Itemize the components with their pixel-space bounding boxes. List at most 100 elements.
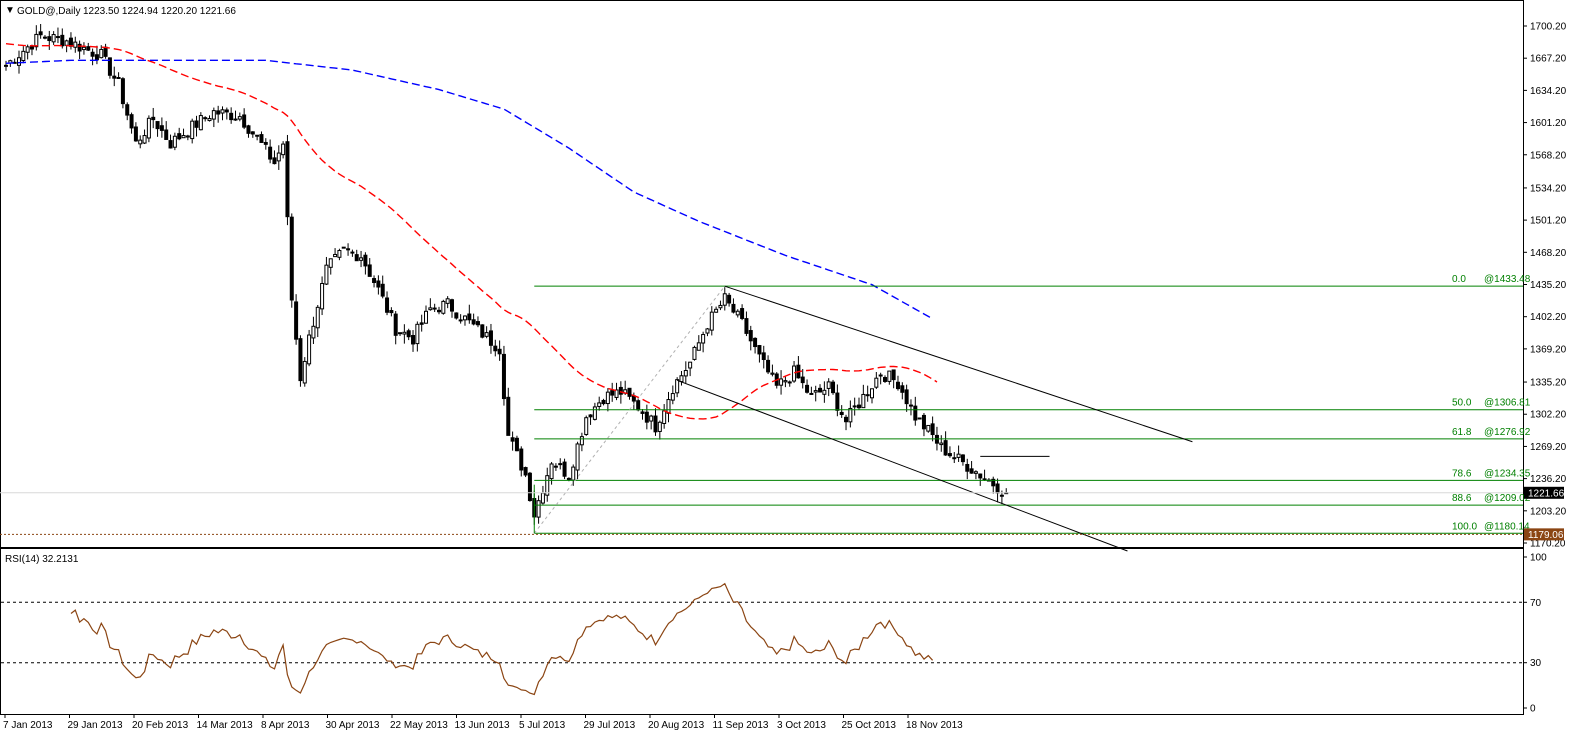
candle-body: [406, 330, 411, 338]
candle-body: [484, 332, 489, 337]
candle-body: [47, 36, 52, 42]
candle-body: [714, 308, 719, 313]
candle-body: [688, 361, 693, 369]
x-tick-label: 3 Oct 2013: [777, 720, 826, 731]
candle-body: [519, 448, 524, 471]
y-tick-label: 1269.20: [1530, 442, 1567, 453]
candle-body: [350, 251, 355, 254]
x-tick-label: 7 Jan 2013: [3, 720, 53, 731]
candle-body: [432, 307, 437, 310]
candle-body: [125, 104, 130, 116]
candle-body: [441, 300, 446, 314]
low-price-label: 1179.06: [1528, 530, 1564, 541]
candle-body: [549, 463, 554, 480]
y-tick-label: 1468.20: [1530, 248, 1567, 259]
candle-body: [601, 399, 606, 405]
candle-body: [501, 353, 506, 400]
candle-body: [553, 465, 558, 468]
candle-body: [229, 112, 234, 121]
candle-body: [839, 411, 844, 416]
candle-body: [142, 135, 147, 144]
candle-body: [16, 57, 21, 66]
x-tick-label: 20 Aug 2013: [648, 720, 705, 731]
x-tick-label: 14 Mar 2013: [197, 720, 254, 731]
channel-upper-line: [724, 285, 1193, 443]
candle-body: [462, 315, 467, 321]
candle-body: [203, 117, 208, 120]
candle-body: [311, 325, 316, 339]
y-tick-label: 1601.20: [1530, 118, 1567, 129]
candle-body: [268, 146, 273, 160]
low-price-box: [1524, 528, 1564, 541]
rsi-layer: [1, 582, 1523, 696]
candle-body: [272, 157, 277, 165]
candle-body: [766, 359, 771, 373]
candle-body: [68, 37, 73, 47]
candle-body: [415, 323, 420, 345]
candle-body: [471, 319, 476, 325]
candle-body: [177, 133, 182, 140]
candle-body: [735, 310, 740, 316]
candle-body: [779, 378, 784, 386]
rsi-tick-label: 100: [1530, 553, 1547, 564]
candle-body: [389, 310, 394, 314]
candle-body: [380, 283, 385, 297]
candle-body: [328, 258, 333, 268]
candle-body: [354, 254, 359, 262]
candle-body: [224, 109, 229, 113]
candle-body: [653, 415, 658, 433]
candle-body: [363, 254, 368, 267]
candle-body: [787, 381, 792, 384]
candle-body: [844, 416, 849, 423]
candle-body: [878, 374, 883, 377]
candle-body: [757, 345, 762, 355]
dropdown-triangle-icon[interactable]: ▼: [5, 5, 15, 16]
candle-body: [675, 379, 680, 394]
x-tick-label: 30 Apr 2013: [326, 720, 380, 731]
channel-lower-line: [676, 379, 1128, 552]
candle-body: [973, 471, 978, 474]
candle-body: [411, 335, 416, 345]
candle-body: [748, 330, 753, 342]
channel-group: [676, 285, 1193, 552]
candle-body: [831, 381, 836, 394]
candle-body: [146, 117, 151, 139]
rsi-panel[interactable]: [0, 548, 1524, 715]
candle-body: [822, 389, 827, 395]
candle-body: [497, 348, 502, 355]
candle-body: [337, 250, 342, 258]
candle-body: [372, 278, 377, 283]
fib-price-label: @1180.14: [1484, 521, 1530, 532]
price-panel[interactable]: [0, 0, 1524, 548]
candle-body: [376, 280, 381, 288]
y-tick-label: 1534.20: [1530, 183, 1567, 194]
candle-body: [181, 135, 186, 139]
candle-body: [493, 345, 498, 352]
candle-body: [805, 384, 810, 393]
candle-body: [969, 468, 974, 474]
fib-level-label: 61.8: [1452, 427, 1472, 438]
candle-body: [960, 454, 965, 463]
x-tick-label: 13 Jun 2013: [455, 720, 510, 731]
candle-body: [129, 114, 134, 129]
candle-body: [42, 36, 47, 39]
candle-body: [991, 478, 996, 487]
candle-body: [77, 43, 82, 52]
x-tick-label: 25 Oct 2013: [842, 720, 897, 731]
candle-body: [103, 46, 108, 57]
candle-body: [640, 411, 645, 414]
candle-body: [285, 141, 290, 218]
fib-trendline: [533, 285, 726, 534]
candle-body: [298, 338, 303, 382]
candle-body: [861, 393, 866, 409]
candle-body: [185, 135, 190, 138]
y-tick-label: 1369.20: [1530, 344, 1567, 355]
candle-body: [242, 114, 247, 128]
candle-body: [644, 411, 649, 423]
fib-level-label: 78.6: [1452, 468, 1472, 479]
candle-body: [636, 400, 641, 411]
candle-body: [575, 443, 580, 471]
candle-body: [597, 402, 602, 407]
candle-body: [216, 110, 221, 115]
y-tick-label: 1634.20: [1530, 86, 1567, 97]
